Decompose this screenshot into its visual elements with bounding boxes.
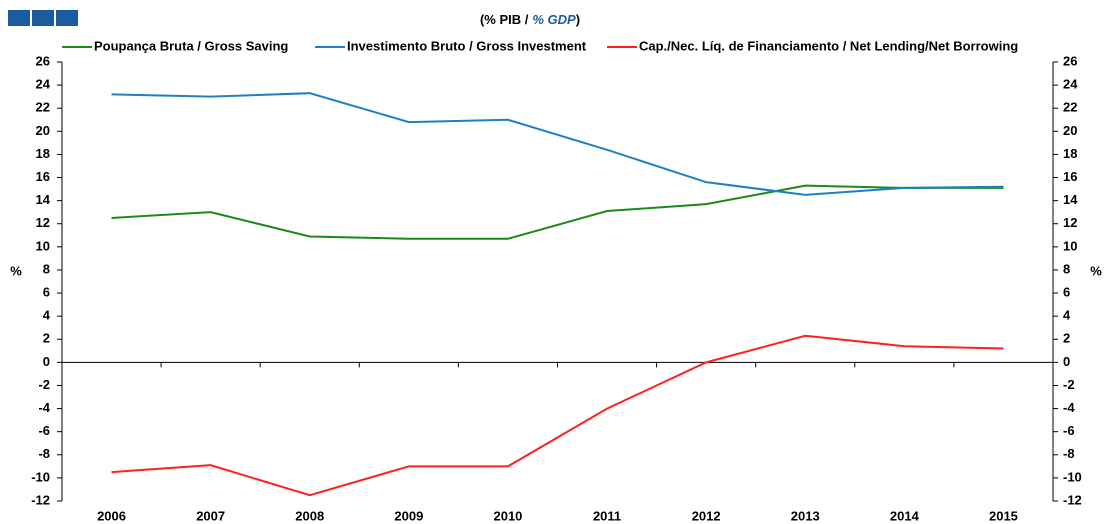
y2-tick-label: 20 — [1063, 123, 1077, 138]
y2-tick-label: 2 — [1063, 331, 1070, 346]
x-tick-label: 2007 — [196, 508, 225, 523]
y2-tick-label: 14 — [1063, 192, 1078, 207]
series-line — [111, 92, 1004, 196]
y2-tick-label: 10 — [1063, 238, 1077, 253]
y-tick-label: -8 — [38, 446, 50, 461]
y-tick-label: 22 — [36, 100, 50, 115]
y-tick-label: 24 — [36, 77, 51, 92]
x-tick-label: 2009 — [394, 508, 423, 523]
y2-tick-label: -6 — [1063, 423, 1075, 438]
y2-tick-label: 26 — [1063, 53, 1077, 68]
x-tick-label: 2015 — [989, 508, 1018, 523]
y-tick-label: -10 — [31, 469, 50, 484]
x-tick-label: 2014 — [890, 508, 920, 523]
x-tick-label: 2011 — [593, 508, 621, 523]
title-pt: (% PIB / — [480, 12, 529, 27]
y2-tick-label: 22 — [1063, 100, 1077, 115]
title-close: ) — [576, 12, 580, 27]
x-tick-label: 2006 — [97, 508, 126, 523]
y-axis-label: % — [10, 263, 22, 278]
y-tick-label: 14 — [36, 192, 51, 207]
y-tick-label: 4 — [43, 308, 51, 323]
logo-block — [8, 10, 30, 26]
legend-label: Cap./Nec. Líq. de Financiamento / Net Le… — [639, 38, 1018, 53]
y2-tick-label: -4 — [1063, 400, 1075, 415]
y-tick-label: 20 — [36, 123, 50, 138]
y-tick-label: 2 — [43, 331, 50, 346]
x-tick-label: 2008 — [295, 508, 324, 523]
y-tick-label: 6 — [43, 284, 50, 299]
series-line — [111, 334, 1004, 497]
series-line — [111, 184, 1004, 240]
logo-block — [56, 10, 78, 26]
legend-label: Poupança Bruta / Gross Saving — [94, 38, 288, 53]
y-tick-label: -2 — [38, 377, 50, 392]
title-en: % GDP — [532, 12, 576, 27]
y-tick-label: 12 — [36, 215, 50, 230]
y2-tick-label: 6 — [1063, 284, 1070, 299]
y-tick-label: -4 — [38, 400, 50, 415]
y-tick-label: 18 — [36, 146, 50, 161]
y-tick-label: 10 — [36, 238, 50, 253]
y2-tick-label: 0 — [1063, 354, 1070, 369]
x-tick-label: 2013 — [791, 508, 820, 523]
y-tick-label: 0 — [43, 354, 50, 369]
y-tick-label: 8 — [43, 261, 50, 276]
y2-tick-label: -10 — [1063, 469, 1082, 484]
y2-axis-label: % — [1090, 263, 1102, 278]
y2-tick-label: 8 — [1063, 261, 1070, 276]
y2-tick-label: 24 — [1063, 77, 1078, 92]
y2-tick-label: -12 — [1063, 492, 1082, 507]
x-tick-label: 2010 — [493, 508, 522, 523]
y-tick-label: -6 — [38, 423, 50, 438]
y2-tick-label: 18 — [1063, 146, 1077, 161]
y2-tick-label: 4 — [1063, 308, 1071, 323]
y-tick-label: 26 — [36, 53, 50, 68]
y-tick-label: 16 — [36, 169, 50, 184]
y-tick-label: -12 — [31, 492, 50, 507]
y2-tick-label: -2 — [1063, 377, 1075, 392]
x-tick-label: 2012 — [692, 508, 721, 523]
y2-tick-label: 12 — [1063, 215, 1077, 230]
chart-title: (% PIB /% GDP) — [480, 12, 580, 27]
legend-label: Investimento Bruto / Gross Investment — [347, 38, 587, 53]
logo-block — [32, 10, 54, 26]
y2-tick-label: 16 — [1063, 169, 1077, 184]
y2-tick-label: -8 — [1063, 446, 1075, 461]
